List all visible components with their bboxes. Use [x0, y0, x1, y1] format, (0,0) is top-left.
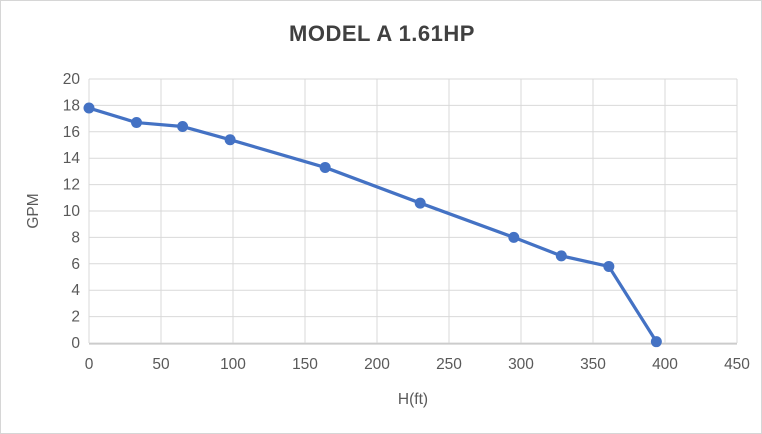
y-tick-label: 10: [63, 203, 81, 220]
y-axis-title: GPM: [25, 193, 42, 228]
series-markers: [83, 102, 662, 348]
x-tick-label: 250: [436, 356, 462, 373]
y-tick-labels: 0 2 4 6 8 10 12 14 16 18 20: [63, 71, 81, 352]
y-tick-label: 4: [71, 282, 80, 299]
y-tick-label: 14: [63, 150, 81, 167]
data-point-marker: [224, 134, 236, 146]
y-tick-label: 2: [71, 309, 80, 326]
x-tick-label: 50: [152, 356, 170, 373]
data-point-marker: [555, 250, 567, 262]
chart-title: MODEL A 1.61HP: [289, 21, 475, 46]
x-tick-label: 100: [220, 356, 246, 373]
x-tick-label: 150: [292, 356, 318, 373]
x-tick-label: 200: [364, 356, 390, 373]
data-point-marker: [177, 121, 189, 133]
horizontal-gridlines: [89, 78, 737, 344]
x-tick-label: 300: [508, 356, 534, 373]
x-tick-label: 450: [724, 356, 750, 373]
data-point-marker: [508, 231, 520, 243]
y-tick-label: 20: [63, 71, 81, 88]
data-point-marker: [131, 117, 143, 129]
data-point-marker: [603, 260, 615, 272]
y-tick-label: 0: [71, 335, 80, 352]
data-point-marker: [83, 102, 95, 114]
y-tick-label: 8: [71, 229, 80, 246]
x-axis-title: H(ft): [398, 391, 428, 408]
x-tick-label: 0: [85, 356, 94, 373]
y-tick-label: 18: [63, 97, 80, 114]
y-tick-label: 6: [71, 256, 80, 273]
data-point-marker: [414, 197, 426, 209]
y-tick-label: 12: [63, 177, 80, 194]
data-point-marker: [650, 336, 662, 348]
data-point-marker: [319, 161, 331, 173]
x-tick-label: 350: [580, 356, 606, 373]
series-line: [87, 106, 658, 344]
y-tick-label: 16: [63, 124, 80, 141]
x-tick-label: 400: [652, 356, 678, 373]
x-tick-labels: 0 50 100 150 200 250 300 350 400 450: [85, 356, 751, 373]
